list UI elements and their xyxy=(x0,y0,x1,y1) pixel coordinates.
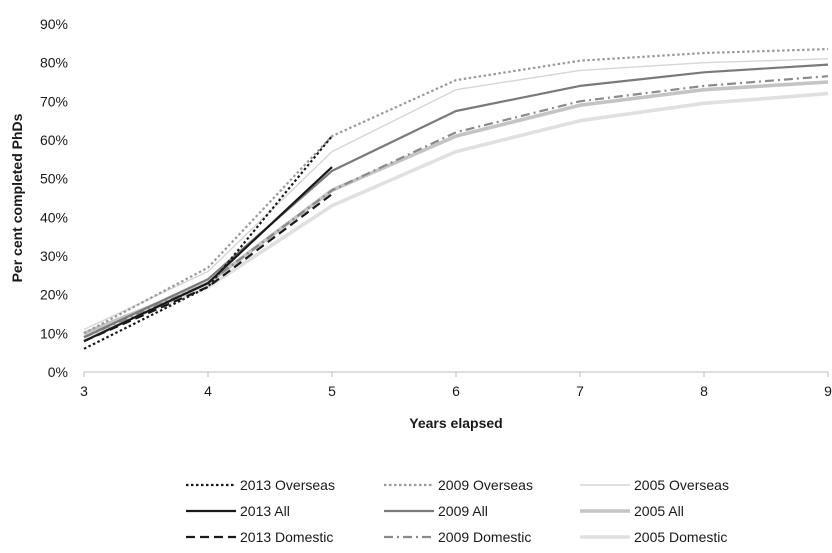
legend-label: 2005 Overseas xyxy=(634,477,729,493)
legend-item-2013-domestic: 2013 Domestic xyxy=(186,529,333,545)
x-tick-label: 7 xyxy=(576,383,584,399)
series-line-2009-all xyxy=(83,63,829,339)
legend-item-2013-overseas: 2013 Overseas xyxy=(186,477,335,493)
series-line-2009-domestic xyxy=(83,75,829,339)
legend-label: 2009 Domestic xyxy=(438,529,531,545)
legend-label: 2005 Domestic xyxy=(634,529,727,545)
series-line-2009-overseas xyxy=(83,48,829,335)
x-tick-label: 9 xyxy=(824,383,832,399)
legend-label: 2013 All xyxy=(240,503,290,519)
legend-item-2005-overseas: 2005 Overseas xyxy=(580,477,729,493)
series-line-2005-overseas xyxy=(83,58,829,331)
legend-item-2005-domestic: 2005 Domestic xyxy=(580,529,727,545)
legend-item-2009-domestic: 2009 Domestic xyxy=(384,529,531,545)
legend-label: 2013 Overseas xyxy=(240,477,335,493)
legend-label: 2013 Domestic xyxy=(240,529,333,545)
series-line-2005-domestic xyxy=(83,91,829,339)
legend-label: 2009 All xyxy=(438,503,488,519)
legend-item-2009-overseas: 2009 Overseas xyxy=(384,477,533,493)
x-axis-ticks: 3 4 5 6 7 8 9 xyxy=(80,372,832,399)
y-tick-label: 10% xyxy=(40,325,68,341)
y-tick-label: 60% xyxy=(40,132,68,148)
y-tick-label: 90% xyxy=(40,16,68,32)
legend-label: 2005 All xyxy=(634,503,684,519)
y-tick-label: 30% xyxy=(40,248,68,264)
x-tick-label: 5 xyxy=(328,383,336,399)
x-tick-label: 3 xyxy=(80,383,88,399)
x-axis-title: Years elapsed xyxy=(409,415,502,431)
series-line-2013-domestic xyxy=(83,193,333,343)
series-lines xyxy=(83,48,829,350)
legend: 2013 Overseas 2009 Overseas 2005 Overseas 2… xyxy=(186,477,729,545)
y-tick-label: 40% xyxy=(40,209,68,225)
y-axis-ticks: 0% 10% 20% 30% 40% 50% 60% 70% 80% 90% xyxy=(40,16,68,380)
y-axis-title: Per cent completed PhDs xyxy=(9,113,25,282)
y-tick-label: 70% xyxy=(40,93,68,109)
x-tick-label: 6 xyxy=(452,383,460,399)
legend-item-2009-all: 2009 All xyxy=(384,503,488,519)
x-tick-label: 4 xyxy=(204,383,212,399)
y-tick-label: 20% xyxy=(40,287,68,303)
series-line-2013-all xyxy=(83,166,333,343)
legend-label: 2009 Overseas xyxy=(438,477,533,493)
legend-item-2013-all: 2013 All xyxy=(186,503,290,519)
y-tick-label: 50% xyxy=(40,171,68,187)
y-tick-label: 80% xyxy=(40,55,68,71)
series-line-2013-overseas xyxy=(83,135,333,350)
legend-item-2005-all: 2005 All xyxy=(580,503,684,519)
series-line-2005-all xyxy=(83,80,829,335)
x-tick-label: 8 xyxy=(700,383,708,399)
y-tick-label: 0% xyxy=(48,364,68,380)
